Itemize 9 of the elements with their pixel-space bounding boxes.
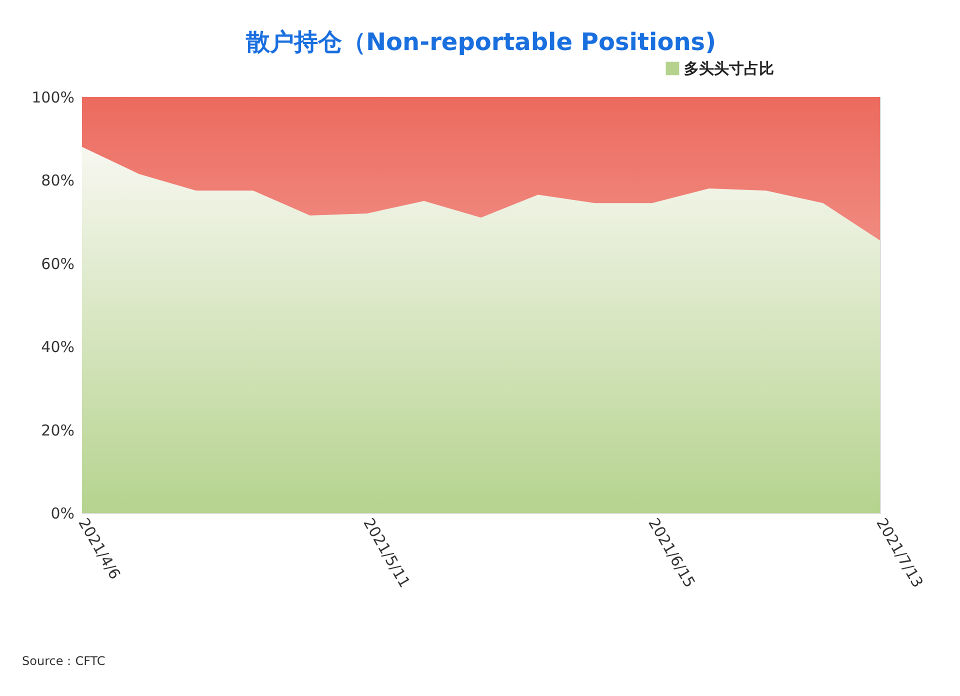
y-tick-label: 0%	[50, 504, 74, 522]
legend-label: 多头头寸占比	[684, 60, 774, 78]
source-note: Source：CFTC	[22, 654, 106, 668]
y-tick-label: 40%	[41, 338, 74, 356]
chart-title: 散户持仓（Non-reportable Positions)	[244, 28, 716, 56]
y-tick-label: 20%	[41, 421, 74, 440]
y-tick-label: 100%	[32, 88, 74, 106]
y-tick-label: 60%	[41, 254, 74, 273]
y-tick-label: 80%	[41, 172, 74, 190]
